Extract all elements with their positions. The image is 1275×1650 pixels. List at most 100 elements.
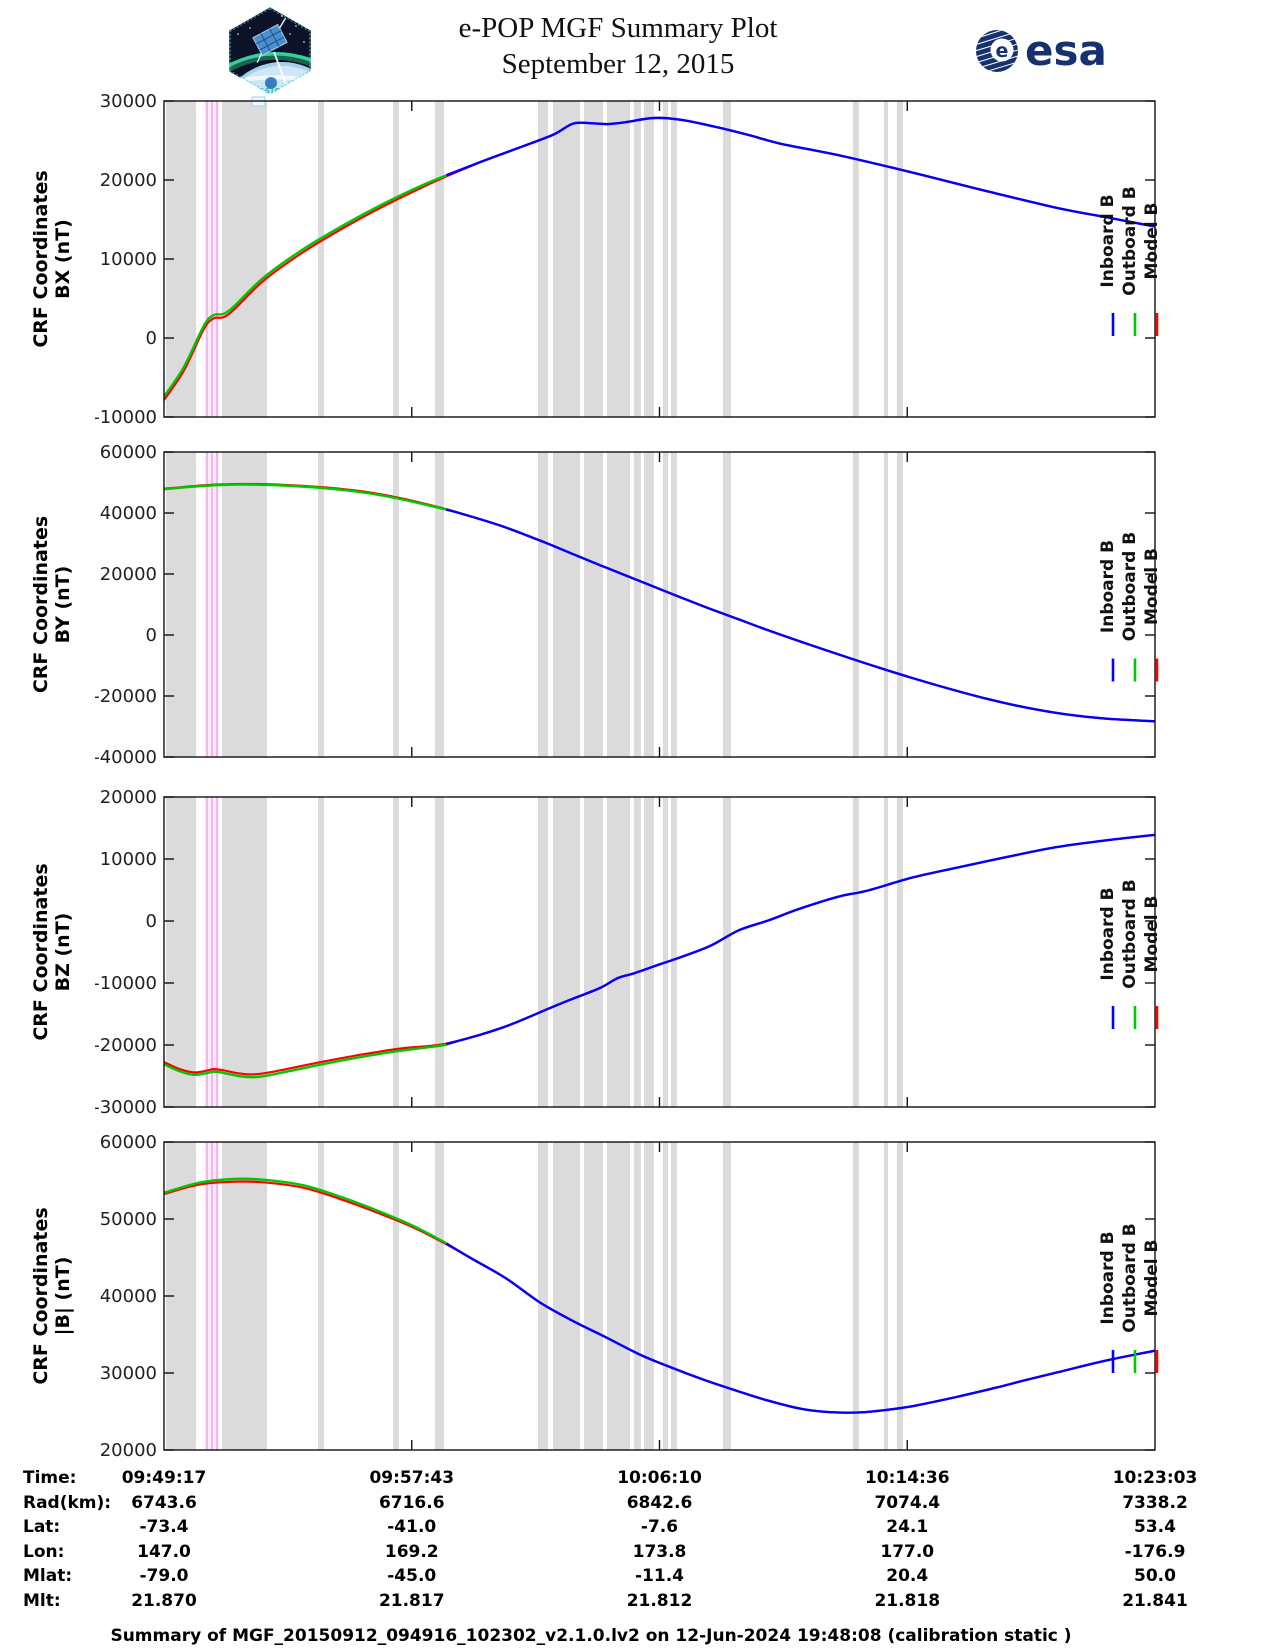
esa-emblem-icon: e: [976, 30, 1018, 72]
y-tick-label: -30000: [95, 1097, 157, 1117]
data-gap-band: [584, 452, 603, 757]
table-value: 147.0: [137, 1541, 191, 1562]
data-gap-band: [663, 797, 669, 1107]
data-gap-band: [222, 1142, 267, 1450]
data-gap-band: [553, 101, 581, 417]
axes-border: [163, 796, 1156, 1108]
data-gap-band: [884, 101, 889, 417]
data-gap-band: [633, 452, 641, 757]
table-value: 173.8: [632, 1541, 687, 1562]
data-gap-band: [663, 452, 669, 757]
data-gap-band: [633, 797, 641, 1107]
table-value: -41.0: [387, 1517, 437, 1537]
legend-label-inboard-b: Inboard B: [1098, 887, 1118, 980]
inboard-b-curve: [445, 1242, 1156, 1414]
data-gap-band: [538, 797, 548, 1107]
data-gap-band: [222, 797, 267, 1107]
data-gap-band: [884, 797, 889, 1107]
table-value: -7.6: [640, 1517, 679, 1537]
table-value: 21.812: [626, 1590, 693, 1611]
data-gap-band: [852, 797, 859, 1107]
table-value: 7338.2: [1122, 1492, 1188, 1513]
table-value: 20.4: [886, 1566, 929, 1586]
data-gap-band: [671, 797, 677, 1107]
legend-label-model-b: Model B: [1142, 896, 1162, 973]
y-tick-label: 10000: [100, 849, 157, 870]
data-gap-band: [852, 452, 859, 757]
data-gap-band: [318, 101, 324, 417]
data-gap-band: [434, 797, 444, 1107]
data-gap-band: [723, 101, 731, 417]
legend-label-outboard-b: Outboard B: [1120, 879, 1140, 988]
data-gap-band: [434, 1142, 444, 1450]
table-value: 6716.6: [378, 1492, 445, 1513]
table-row-label-mlat: Mlat:: [23, 1566, 73, 1586]
ylabel-bx-line1: CRF Coordinates: [30, 170, 52, 348]
legend-label-outboard-b: Outboard B: [1120, 1223, 1140, 1332]
panel-bx-plot: 30000 20000 10000 0 -10000 Inboard B Outboard …: [95, 91, 1162, 427]
table-value: 50.0: [1134, 1566, 1176, 1586]
ylabel-b-line1: CRF Coordinates: [30, 1207, 52, 1385]
data-gap-band: [538, 101, 548, 417]
data-gap-band: [643, 1142, 654, 1450]
data-gap-band: [553, 452, 581, 757]
table-value: 09:57:43: [369, 1468, 455, 1488]
legend-label-model-b: Model B: [1142, 548, 1162, 625]
legend-label-inboard-b: Inboard B: [1098, 1231, 1118, 1324]
ylabel-bx-line2: BX (nT): [52, 219, 74, 299]
ylabel-b-line2: |B| (nT): [52, 1256, 74, 1336]
data-gap-band: [671, 101, 677, 417]
outboard-b-curve: [163, 174, 447, 398]
patch-esa-dot: [265, 77, 277, 89]
table-value: 21.870: [131, 1590, 197, 1611]
data-gap-band: [643, 452, 654, 757]
data-gap-band: [633, 1142, 641, 1450]
data-gap-band: [896, 101, 903, 417]
data-gap-band: [852, 1142, 859, 1450]
table-value: 10:23:03: [1112, 1468, 1198, 1488]
data-gap-band: [671, 1142, 677, 1450]
y-tick-label: -40000: [95, 747, 157, 767]
table-row-label-time: Time:: [23, 1468, 77, 1488]
cassiope-mission-patch: CASSIOPE: [224, 4, 316, 102]
data-gap-band: [584, 101, 603, 417]
data-gap-band: [553, 1142, 581, 1450]
header-title-block: e-POP MGF Summary Plot September 12, 201…: [459, 10, 778, 82]
data-gap-band: [671, 452, 677, 757]
y-tick-label: -10000: [95, 973, 157, 994]
y-tick-label: 40000: [100, 503, 157, 524]
legend-label-inboard-b: Inboard B: [1098, 194, 1118, 287]
y-tick-label: 20000: [100, 787, 157, 808]
data-gap-band: [318, 1142, 324, 1450]
panel-by-plot: 60000 40000 20000 0 -20000 -40000 Inboard B Out…: [95, 442, 1162, 767]
table-value: 177.0: [880, 1541, 935, 1562]
ylabel-bz-line1: CRF Coordinates: [30, 863, 52, 1041]
legend-label-outboard-b: Outboard B: [1120, 186, 1140, 295]
table-value: 10:14:36: [864, 1468, 950, 1488]
y-tick-label: 30000: [100, 91, 157, 112]
ylabel-by-line2: BY (nT): [52, 565, 74, 644]
data-gap-band: [643, 101, 654, 417]
data-gap-band: [318, 797, 324, 1107]
table-value: 21.817: [378, 1590, 445, 1611]
patch-aurora-arc: [228, 52, 312, 74]
y-tick-label: 60000: [100, 1132, 157, 1153]
esa-logo: e esa: [975, 28, 1107, 74]
patch-aurora-glow: [228, 52, 312, 69]
data-gap-band: [434, 101, 444, 417]
data-gap-band: [723, 797, 731, 1107]
inboard-b-curve: [446, 833, 1156, 1046]
table-value: -73.4: [139, 1517, 189, 1537]
axes-border: [163, 451, 1156, 758]
data-gap-band: [166, 797, 196, 1107]
y-tick-label: 20000: [100, 564, 157, 585]
table-row-label-lon: Lon:: [23, 1541, 65, 1562]
inboard-b-curve: [445, 116, 1156, 228]
esa-wordmark: esa: [1025, 26, 1107, 75]
data-gap-band: [633, 101, 641, 417]
data-gap-band: [643, 797, 654, 1107]
legend-label-inboard-b: Inboard B: [1098, 540, 1118, 633]
y-tick-label: 0: [146, 328, 157, 349]
outboard-b-curve: [163, 1177, 448, 1245]
